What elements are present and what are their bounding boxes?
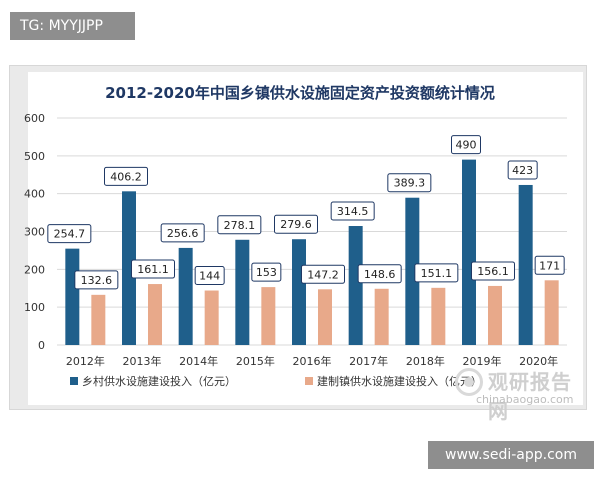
data-label-box — [387, 173, 432, 193]
bars — [65, 159, 559, 345]
data-label-box — [131, 259, 175, 279]
data-label: 148.6 — [364, 268, 396, 281]
data-label: 151.1 — [421, 267, 453, 280]
bar-rural — [122, 191, 136, 345]
data-label-box — [217, 215, 262, 235]
data-label: 153 — [256, 266, 277, 279]
x-tick-label: 2019年 — [463, 354, 502, 368]
y-tick-label: 100 — [24, 301, 45, 314]
bar-town — [544, 280, 559, 345]
y-tick-label: 200 — [24, 263, 45, 276]
top-tag-text: TG: MYYJJPP — [20, 18, 103, 34]
bar-rural — [462, 159, 476, 345]
data-label: 389.3 — [394, 177, 426, 190]
data-label: 314.5 — [337, 205, 369, 218]
data-label-box — [330, 201, 375, 221]
data-label-box — [414, 263, 459, 283]
y-tick-label: 400 — [24, 188, 45, 201]
top-watermark-tag: TG: MYYJJPP — [10, 12, 135, 40]
y-tick-label: 600 — [24, 112, 45, 125]
watermark-logo: 观研报告网 chinabaogao.com — [455, 366, 581, 423]
watermark-cn-text: 观研报告网 — [488, 370, 572, 423]
bar-rural — [405, 197, 420, 345]
bottom-watermark-tag: www.sedi-app.com — [428, 441, 594, 469]
bar-rural — [292, 239, 306, 345]
data-label-box — [471, 261, 515, 281]
x-tick-label: 2020年 — [519, 354, 558, 368]
data-label: 144 — [199, 270, 220, 283]
chart-inner-panel — [28, 72, 583, 405]
legend: 乡村供水设施建设投入（亿元） 建制镇供水设施建设投入（亿元） — [70, 374, 482, 388]
y-tick-label: 0 — [38, 339, 45, 352]
y-axis: 0 100 200 300 400 500 600 — [24, 112, 45, 352]
data-label: 406.2 — [110, 170, 142, 183]
data-label: 254.7 — [54, 228, 86, 241]
x-tick-label: 2018年 — [406, 354, 445, 368]
bar-town — [148, 284, 162, 345]
bar-town — [318, 289, 332, 345]
data-label: 147.2 — [307, 268, 339, 281]
data-label: 278.1 — [224, 219, 256, 232]
bar-town — [204, 290, 219, 345]
x-tick-label: 2013年 — [123, 354, 162, 368]
bar-town — [261, 287, 276, 345]
data-label: 490 — [456, 139, 477, 152]
data-label-box — [74, 270, 119, 290]
watermark-en-text: chinabaogao.com — [476, 393, 574, 406]
data-label: 171 — [539, 259, 560, 272]
data-label-box — [357, 264, 402, 284]
bar-town — [431, 287, 446, 345]
data-label-box — [507, 160, 538, 180]
bar-town — [488, 285, 502, 345]
data-label: 156.1 — [477, 265, 509, 278]
legend-label-rural: 乡村供水设施建设投入（亿元） — [82, 374, 236, 388]
data-label-box — [301, 264, 345, 284]
bar-rural — [65, 248, 80, 345]
x-axis: 2012年 2013年 2014年 2015年 2016年 2017年 2018年 2019年… — [66, 354, 558, 368]
bottom-tag-text: www.sedi-app.com — [445, 447, 577, 463]
x-tick-label: 2012年 — [66, 354, 105, 368]
chart-title: 2012-2020年中国乡镇供水设施固定资产投资额统计情况 — [105, 84, 495, 102]
x-tick-label: 2017年 — [349, 354, 388, 368]
x-tick-label: 2016年 — [293, 354, 332, 368]
chart-card — [9, 65, 587, 410]
data-label-box — [104, 166, 148, 186]
data-label-box — [47, 224, 92, 244]
bar-town — [374, 288, 389, 345]
data-label-box — [274, 214, 318, 234]
bar-town — [91, 294, 106, 345]
data-label-box — [251, 262, 282, 282]
data-label: 423 — [512, 164, 533, 177]
data-label-box — [160, 223, 205, 243]
watermark-logo-icon — [455, 368, 483, 396]
y-tick-label: 500 — [24, 150, 45, 163]
bar-rural — [235, 239, 250, 345]
data-label-box — [451, 135, 481, 155]
data-label: 161.1 — [137, 263, 169, 276]
legend-swatch-rural — [70, 377, 78, 385]
y-tick-label: 300 — [24, 226, 45, 239]
data-label: 132.6 — [81, 274, 113, 287]
bar-rural — [518, 184, 533, 345]
x-tick-label: 2015年 — [236, 354, 275, 368]
data-labels: 254.7 132.6 406.2 161.1 256.6 144 278.1 153 279.… — [47, 135, 565, 290]
data-label-box — [194, 266, 225, 286]
legend-label-town: 建制镇供水设施建设投入（亿元） — [317, 374, 482, 388]
data-label: 256.6 — [167, 227, 199, 240]
data-label-box — [534, 255, 565, 275]
bar-rural — [348, 226, 363, 345]
legend-swatch-town — [305, 377, 313, 385]
bar-rural — [178, 247, 193, 345]
x-tick-label: 2014年 — [179, 354, 218, 368]
data-label: 279.6 — [280, 218, 312, 231]
